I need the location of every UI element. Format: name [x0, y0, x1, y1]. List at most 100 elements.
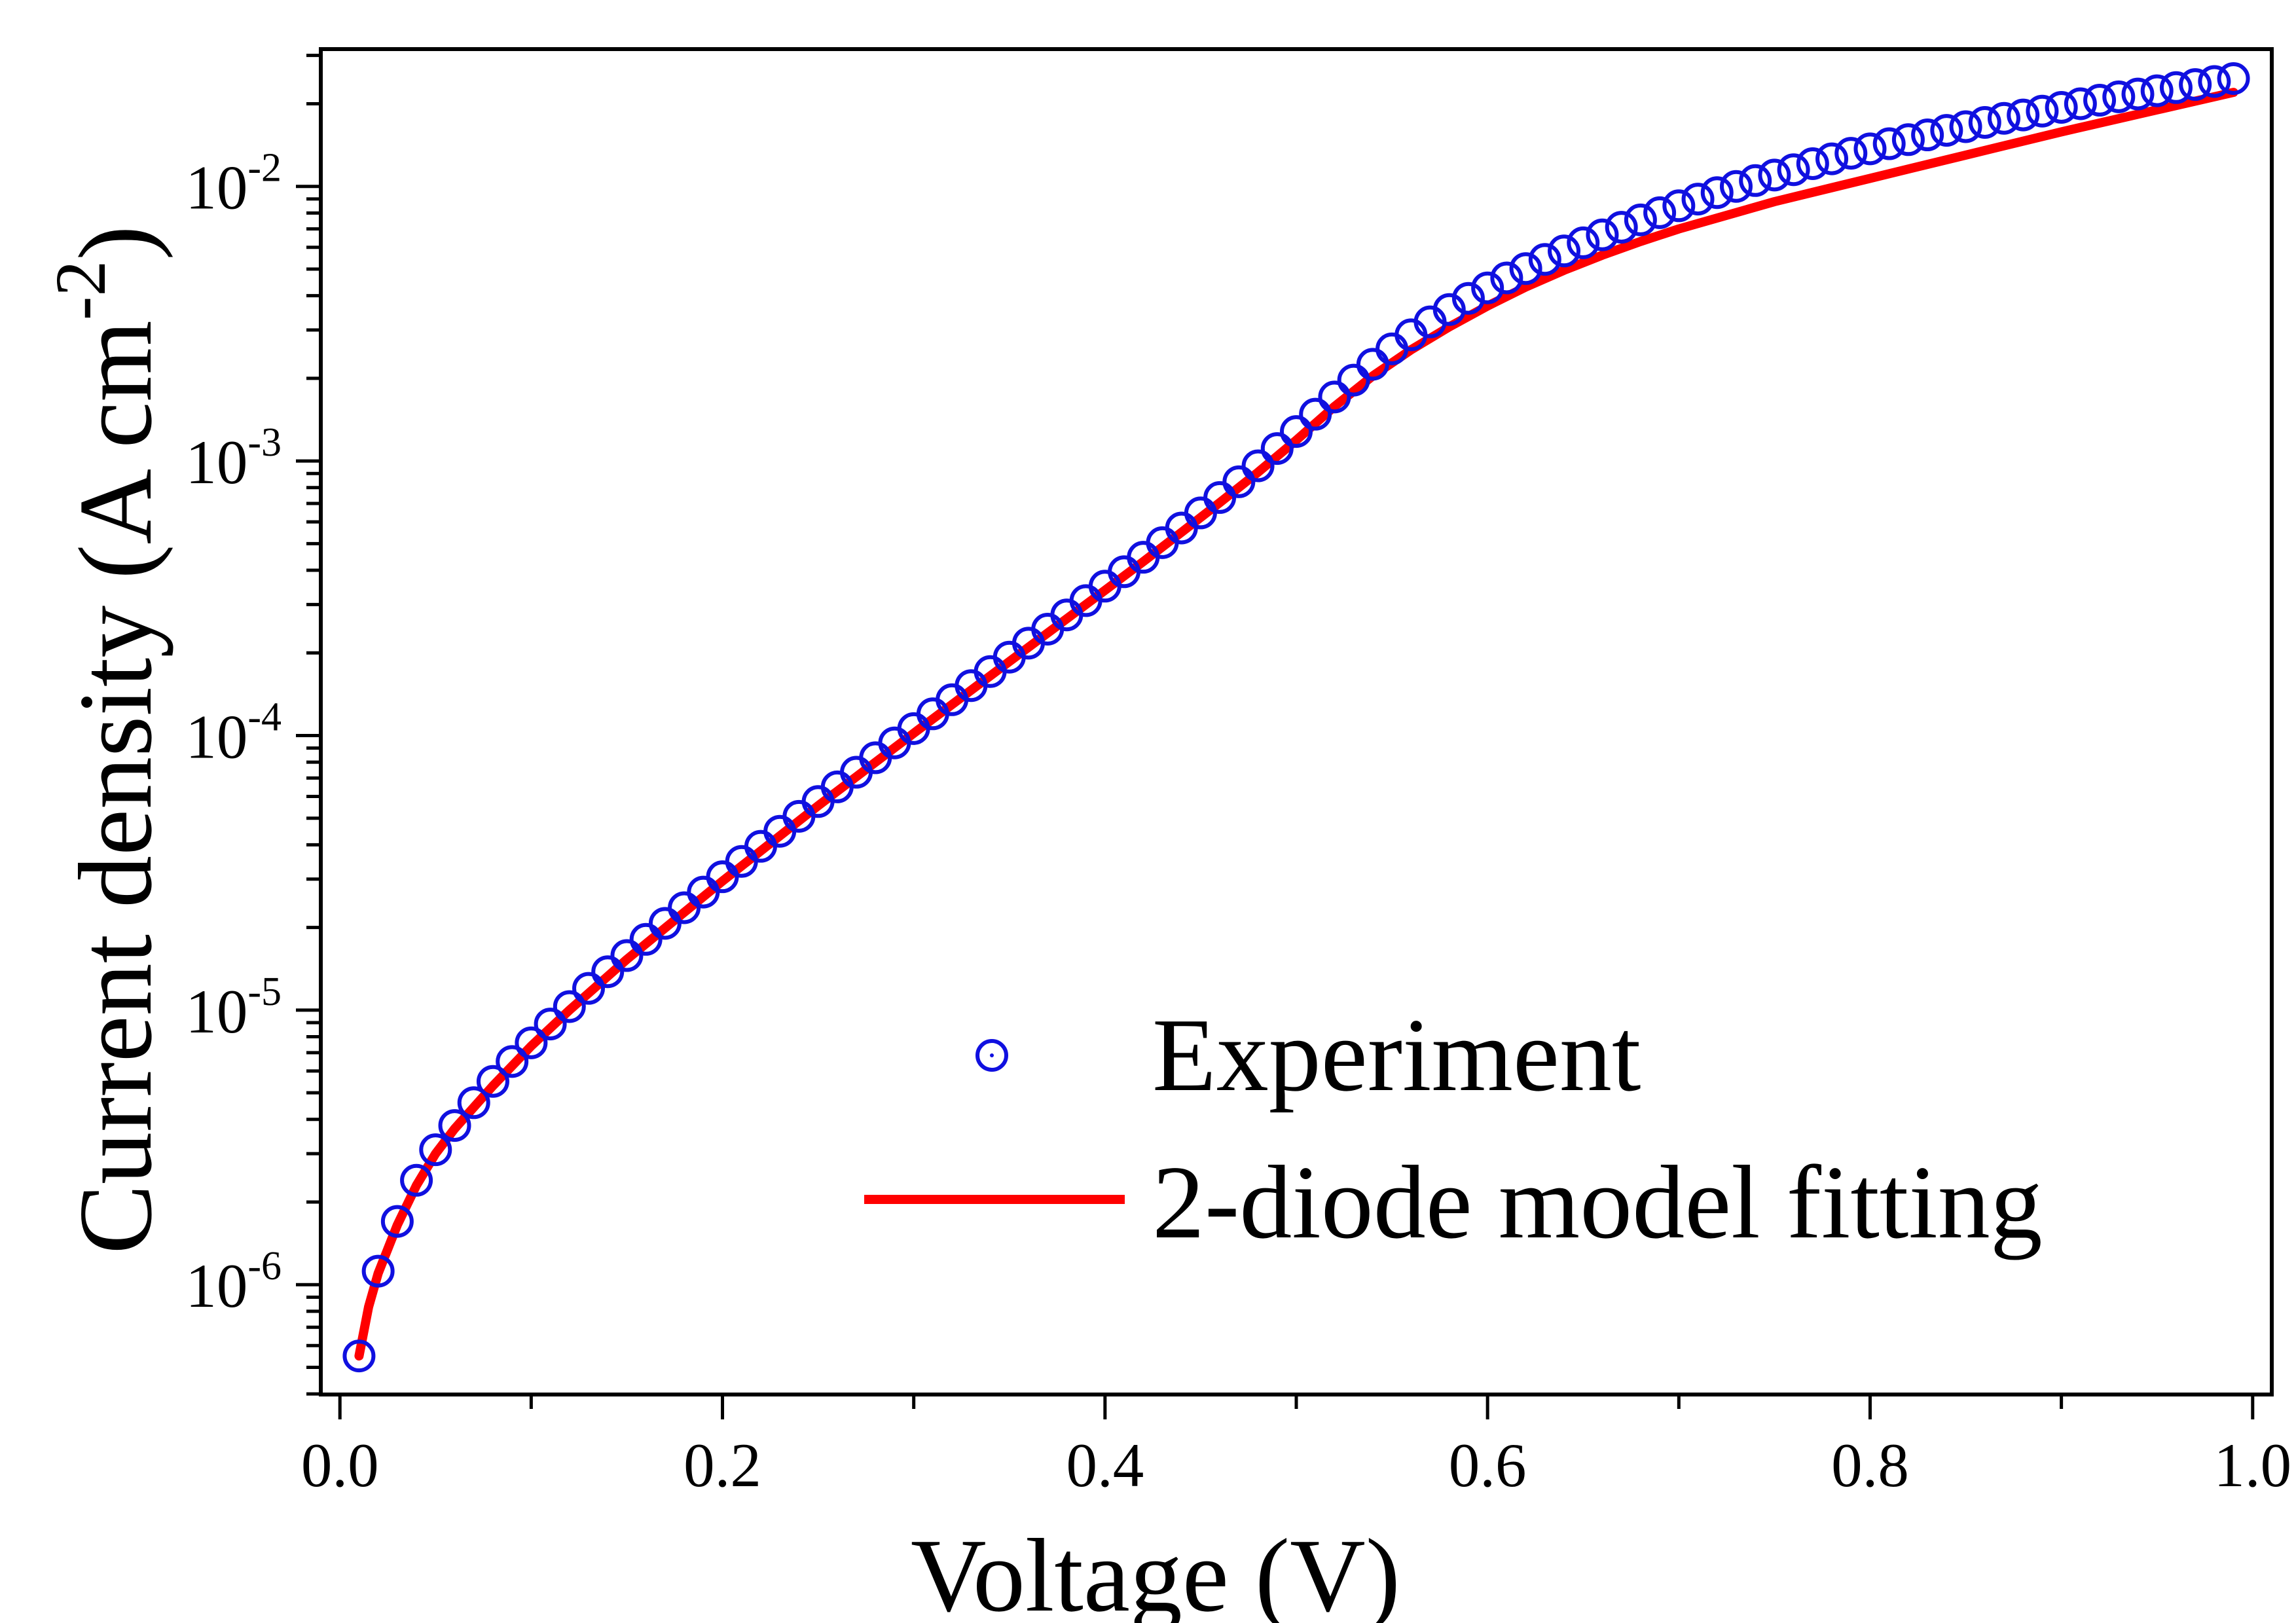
- experiment-point: [1643, 196, 1677, 229]
- experiment-point: [1548, 234, 1581, 268]
- experiment-point: [1700, 176, 1734, 210]
- y-tick-label: 10-3: [185, 420, 282, 497]
- legend-fit-label: 2-diode model fitting: [1152, 1144, 2043, 1260]
- experiment-point: [572, 972, 606, 1005]
- experiment-point: [380, 1205, 414, 1238]
- experiment-point-ring: [1643, 196, 1677, 229]
- experiment-point-ring: [1662, 189, 1696, 223]
- y-tick-base: 10: [185, 428, 247, 497]
- experiment-point-ring: [2083, 84, 2117, 117]
- experiment-point-ring: [2045, 90, 2078, 124]
- experiment-point: [1758, 158, 1791, 192]
- experiment-point-ring: [496, 1045, 529, 1078]
- legend-experiment-marker: [975, 1039, 1008, 1072]
- experiment-markers: [342, 62, 2250, 1373]
- experiment-point-ring: [1930, 114, 1963, 147]
- experiment-point-ring: [476, 1065, 509, 1098]
- y-axis-title: Current density (A cm-2): [41, 225, 173, 1254]
- experiment-point: [629, 922, 663, 956]
- experiment-point-ring: [1222, 465, 1256, 498]
- experiment-point: [1968, 105, 2001, 139]
- experiment-point-ring: [1719, 170, 1753, 203]
- experiment-point: [1681, 183, 1715, 216]
- experiment-point: [2159, 71, 2193, 104]
- experiment-point: [2121, 77, 2155, 111]
- experiment-point-ring: [1586, 218, 1619, 251]
- experiment-point-ring: [419, 1133, 452, 1167]
- experiment-point-ring: [1528, 243, 1561, 276]
- experiment-point-ring: [1451, 282, 1485, 315]
- experiment-point: [1260, 432, 1294, 465]
- experiment-point-ring: [534, 1008, 567, 1041]
- experiment-point-ring: [1490, 261, 1523, 295]
- x-tick-label: 0.0: [301, 1431, 379, 1500]
- experiment-point-ring: [1911, 119, 1944, 152]
- experiment-point: [553, 990, 586, 1023]
- experiment-point-ring: [1834, 137, 1868, 170]
- experiment-point: [1815, 142, 1849, 175]
- x-tick-label: 1.0: [2214, 1431, 2291, 1500]
- y-axis-title-exponent: -2: [41, 261, 120, 321]
- experiment-point: [438, 1109, 471, 1142]
- experiment-point: [1739, 164, 1772, 197]
- y-tick-base: 10: [185, 1251, 247, 1321]
- experiment-point: [419, 1133, 452, 1167]
- experiment-point-ring: [2026, 94, 2059, 128]
- experiment-point-ring: [1681, 183, 1715, 216]
- legend-experiment-label: Experiment: [1152, 996, 1641, 1113]
- experiment-point: [1853, 132, 1887, 166]
- experiment-point-ring: [1548, 234, 1581, 268]
- experiment-point: [1280, 415, 1313, 448]
- experiment-point: [1318, 380, 1351, 414]
- experiment-point: [1662, 189, 1696, 223]
- experiment-point-ring: [1872, 127, 1906, 160]
- experiment-point: [1567, 226, 1600, 259]
- experiment-point-ring: [1739, 164, 1772, 197]
- experiment-point-ring: [2064, 87, 2097, 120]
- experiment-point-ring: [1337, 363, 1370, 397]
- experiment-point: [1471, 271, 1504, 304]
- experiment-point-ring: [2007, 98, 2040, 132]
- legend-experiment-marker-dot: [990, 1053, 994, 1057]
- experiment-point: [496, 1045, 529, 1078]
- experiment-point-ring: [361, 1254, 395, 1288]
- experiment-point-ring: [1796, 147, 1829, 180]
- experiment-point: [400, 1163, 433, 1197]
- experiment-point-ring: [1203, 481, 1237, 514]
- experiment-point-ring: [629, 922, 663, 956]
- experiment-point: [1490, 261, 1523, 295]
- experiment-point-ring: [1987, 101, 2020, 135]
- experiment-point: [2198, 65, 2231, 98]
- experiment-point-ring: [1432, 293, 1466, 326]
- experiment-point: [1872, 127, 1906, 160]
- x-tick-label: 0.4: [1066, 1431, 1144, 1500]
- experiment-point: [1777, 153, 1810, 187]
- y-tick-label: 10-4: [185, 695, 282, 771]
- experiment-point-ring: [1758, 158, 1791, 192]
- experiment-point-ring: [515, 1026, 548, 1059]
- y-tick-exponent: -5: [247, 970, 282, 1014]
- experiment-point-ring: [1605, 211, 1638, 244]
- experiment-point: [2102, 80, 2136, 113]
- x-axis: 0.0 0.2 0.4 0.6 0.8 1.0: [301, 1395, 2291, 1500]
- experiment-point-ring: [2198, 65, 2231, 98]
- experiment-point: [1719, 170, 1753, 203]
- experiment-point-ring: [1624, 203, 1657, 236]
- experiment-point-ring: [1891, 123, 1925, 156]
- experiment-point: [2140, 74, 2174, 107]
- experiment-point-ring: [1777, 153, 1810, 187]
- experiment-point-ring: [2159, 71, 2193, 104]
- experiment-point-ring: [591, 955, 625, 989]
- experiment-point: [1891, 123, 1925, 156]
- x-tick-label: 0.2: [683, 1431, 761, 1500]
- experiment-point-ring: [553, 990, 586, 1023]
- y-tick-label: 10-6: [185, 1244, 282, 1321]
- experiment-point-ring: [400, 1163, 433, 1197]
- x-axis-title: Voltage (V): [911, 1517, 1400, 1623]
- experiment-point: [1432, 293, 1466, 326]
- experiment-point: [1624, 203, 1657, 236]
- y-tick-label: 10-5: [185, 970, 282, 1046]
- experiment-point-ring: [2121, 77, 2155, 111]
- plot-frame: [319, 47, 2274, 1396]
